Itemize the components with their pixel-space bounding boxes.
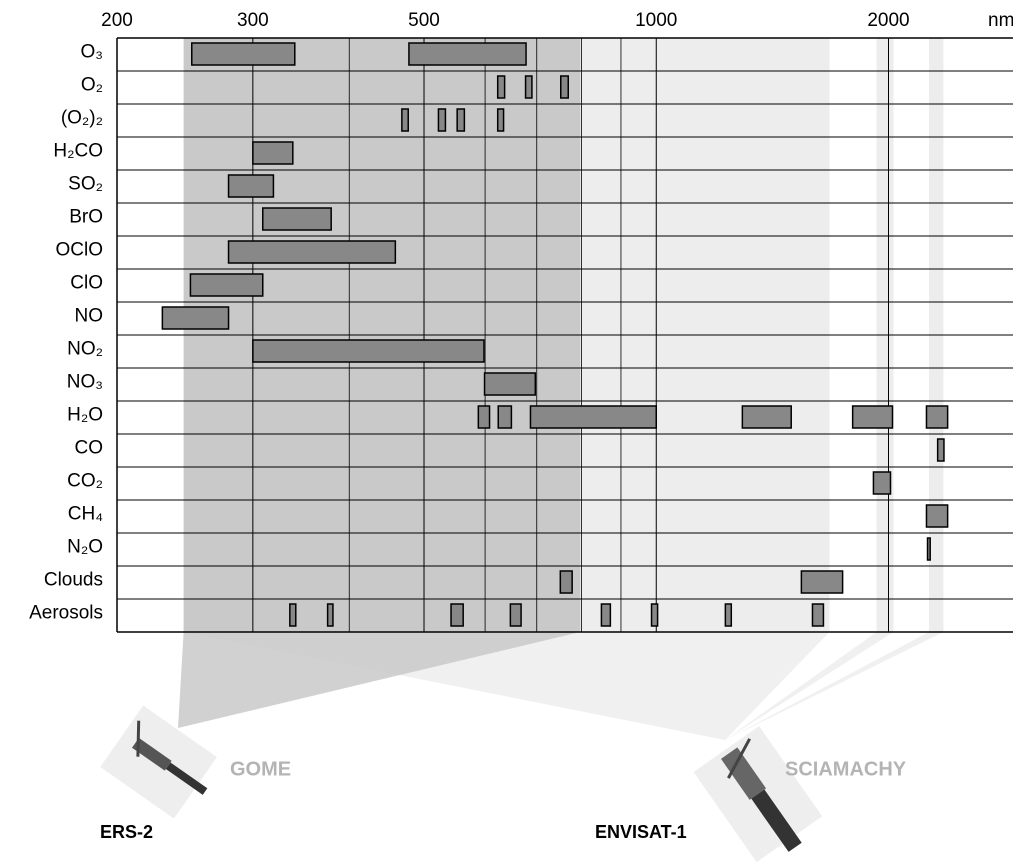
satellite-label: ERS-2 [100,822,153,842]
row-label: ClO [70,273,103,294]
absorption-band [936,438,945,462]
absorption-band [496,75,506,99]
absorption-band [851,405,894,429]
instrument-label: GOME [230,758,291,780]
instrument-beam [178,632,581,728]
absorption-band [191,42,296,66]
row-label: SO₂ [68,174,103,195]
absorption-band [600,603,612,627]
absorption-band [437,108,447,132]
absorption-band [925,405,949,429]
label-layer: 200 300 500 1000 2000 O₃ O₂ (O₂)₂ H₂CO SO₂ BrO OClO… [29,10,910,624]
x-tick-label: 300 [237,10,269,31]
row-label: H₂CO [53,141,103,162]
absorption-band [800,570,844,594]
absorption-band [811,603,825,627]
satellite-body [131,737,172,771]
absorption-band [524,75,533,99]
row-label: H₂O [67,405,103,426]
grid-layer [116,37,1013,633]
absorption-band [252,141,294,165]
absorption-band [529,405,658,429]
absorption-band [326,603,334,627]
envisat-satellite [693,726,823,863]
instrument-label: SCIAMACHY [785,758,907,780]
satellite-body [720,747,767,800]
absorption-band [161,306,230,330]
satellite-panel [165,762,208,795]
absorption-band [450,603,464,627]
absorption-band [189,273,264,297]
x-unit: nm [988,10,1013,31]
x-tick-label: 500 [408,10,440,31]
absorption-band [227,174,275,198]
absorption-band [724,603,733,627]
row-label: (O₂)₂ [61,108,103,129]
absorption-band [477,405,491,429]
satellite-antenna [727,738,751,779]
absorption-band [497,405,513,429]
row-label: NO₃ [67,372,103,393]
instrument-beam [725,632,894,740]
satellite-panel [751,789,802,852]
row-label: NO [75,306,104,327]
row-label: BrO [69,207,103,228]
row-label: Clouds [44,570,103,591]
absorption-band [559,570,573,594]
row-label: N₂O [67,537,103,558]
satellite-antenna [136,720,141,757]
absorption-band [227,240,397,264]
absorption-band [483,372,537,396]
absorption-band [925,504,949,528]
x-tick-label: 2000 [867,10,909,31]
absorption-band [560,75,569,99]
absorption-band [926,537,931,561]
absorption-band [741,405,792,429]
absorption-band [262,207,332,231]
absorption-band [252,339,485,363]
absorption-band [872,471,892,495]
satellite-label: ENVISAT-1 [595,822,687,842]
row-label: Aerosols [29,603,103,624]
row-label: CO [75,438,104,459]
ers2-satellite [100,705,217,819]
row-label: O₂ [81,75,103,96]
row-label: NO₂ [67,339,103,360]
absorption-band [509,603,522,627]
row-label: CH₄ [68,504,103,525]
absorption-band [650,603,659,627]
absorption-band [289,603,297,627]
instrument-beam [725,632,944,740]
x-tick-label: 1000 [635,10,677,31]
absorption-band [496,108,505,132]
row-label: CO₂ [67,471,103,492]
x-tick-label: 200 [101,10,133,31]
absorption-band [408,42,527,66]
row-label: O₃ [80,42,103,63]
row-label: OClO [56,240,104,261]
absorption-band [401,108,409,132]
absorption-band [456,108,466,132]
bar-layer [161,42,949,627]
